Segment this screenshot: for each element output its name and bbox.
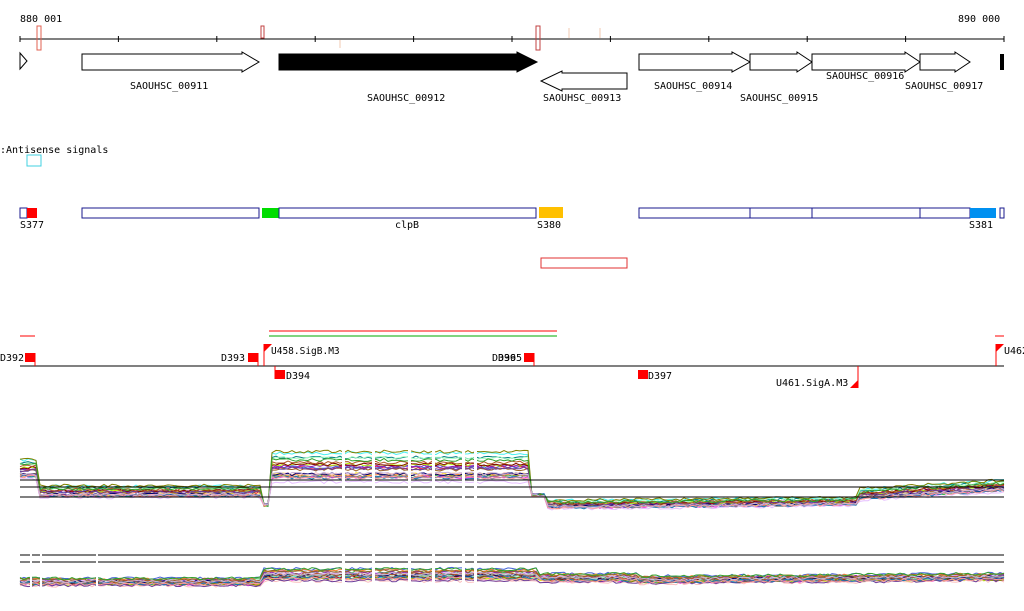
coord-start-label: 880 001 xyxy=(20,14,62,25)
promoter-marker-u462[interactable] xyxy=(996,344,1004,352)
promoter-marker-d394[interactable] xyxy=(275,370,285,379)
gene-arrow-saouhsc-00912[interactable] xyxy=(278,51,539,73)
expression-profile-line xyxy=(19,572,1005,584)
gene-arrow-partial-right[interactable] xyxy=(1000,54,1004,70)
segment-box[interactable] xyxy=(81,207,260,219)
gene-arrow-saouhsc-00913[interactable] xyxy=(539,70,628,92)
promoter-label-u461-siga-m3: U461.SigA.M3 xyxy=(776,378,848,389)
antisense-track-label: :Antisense signals xyxy=(0,145,108,156)
expression-gaps-upper xyxy=(342,440,477,520)
expression-profile-line xyxy=(19,457,1005,508)
antisense-region-box[interactable] xyxy=(540,257,628,269)
promoter-track: D392 D393 U458.SigB.M3 D394 D396 D395 D3… xyxy=(0,330,1024,389)
promoter-marker-d392[interactable] xyxy=(25,353,35,362)
promoter-label-d395: D395 xyxy=(498,353,522,364)
gene-label-saouhsc-00915: SAOUHSC_00915 xyxy=(740,93,818,104)
expression-profile-line xyxy=(20,474,1005,509)
axis-marker[interactable] xyxy=(535,25,541,51)
coordinate-axis: 880 001 890 000 xyxy=(19,14,1005,51)
promoter-label-d397: D397 xyxy=(648,371,672,382)
antisense-track: :Antisense signals xyxy=(0,145,108,167)
expression-profile-line xyxy=(19,576,1005,587)
segment-s381[interactable] xyxy=(970,208,996,218)
expression-lines-lower xyxy=(19,566,1005,588)
gene-arrow-saouhsc-00914[interactable] xyxy=(638,51,752,73)
segment-box[interactable] xyxy=(749,207,813,219)
segment-s377[interactable] xyxy=(27,208,37,218)
promoter-label-u458-sigb-m3: U458.SigB.M3 xyxy=(271,346,340,357)
expression-profile-line xyxy=(19,575,1005,586)
coord-end-label: 890 000 xyxy=(958,14,1000,25)
gene-label-saouhsc-00913: SAOUHSC_00913 xyxy=(543,93,621,104)
segment-label-s380: S380 xyxy=(537,220,561,231)
segment-box[interactable] xyxy=(811,207,921,219)
gene-arrow-saouhsc-00916[interactable] xyxy=(811,51,921,73)
segment-green-marker[interactable] xyxy=(262,208,279,218)
expression-profile-line xyxy=(19,571,1005,584)
promoter-label-d392: D392 xyxy=(0,353,24,364)
segment-label-s377: S377 xyxy=(20,220,44,231)
gene-track: SAOUHSC_00911 SAOUHSC_00912 SAOUHSC_0091… xyxy=(19,51,1004,104)
segment-label-s381: S381 xyxy=(969,220,993,231)
promoter-label-d394: D394 xyxy=(286,371,310,382)
expression-track-lower xyxy=(19,550,1005,598)
segment-track: S377 clpB S380 S381 xyxy=(19,207,1005,269)
expression-profile-line xyxy=(19,569,1005,582)
promoter-marker-u461[interactable] xyxy=(850,380,858,388)
expression-track-upper xyxy=(19,440,1005,520)
expression-gaps-lower xyxy=(30,550,477,598)
gene-arrow-saouhsc-00917[interactable] xyxy=(919,51,971,73)
gene-arrow-saouhsc-00915[interactable] xyxy=(749,51,813,73)
promoter-marker-d397[interactable] xyxy=(638,370,648,379)
gene-label-saouhsc-00916: SAOUHSC_00916 xyxy=(826,71,904,82)
gene-label-saouhsc-00914: SAOUHSC_00914 xyxy=(654,81,732,92)
axis-marker[interactable] xyxy=(36,25,42,51)
expression-lines-upper xyxy=(19,449,1005,511)
gene-arrow-saouhsc-00911[interactable] xyxy=(81,51,260,73)
gene-label-saouhsc-00912: SAOUHSC_00912 xyxy=(367,93,445,104)
antisense-signal-box[interactable] xyxy=(26,154,42,167)
segment-box[interactable] xyxy=(638,207,751,219)
gene-label-saouhsc-00917: SAOUHSC_00917 xyxy=(905,81,983,92)
segment-box[interactable] xyxy=(919,207,971,219)
expression-profile-line xyxy=(19,471,1005,508)
axis-marker[interactable] xyxy=(260,25,265,39)
promoter-marker-d396[interactable] xyxy=(524,353,534,362)
segment-box[interactable] xyxy=(999,207,1005,219)
segment-label-clpb: clpB xyxy=(395,220,419,231)
promoter-label-u462: U462 xyxy=(1004,346,1024,357)
segment-s380[interactable] xyxy=(539,207,563,218)
gene-label-saouhsc-00911: SAOUHSC_00911 xyxy=(130,81,208,92)
promoter-marker-u458[interactable] xyxy=(264,344,272,352)
segment-box[interactable] xyxy=(19,207,28,219)
promoter-label-d393: D393 xyxy=(221,353,245,364)
promoter-marker-d393[interactable] xyxy=(248,353,258,362)
promoter-label-d396: D396 xyxy=(492,353,516,364)
axis-ticks xyxy=(19,36,1005,42)
gene-arrow-partial-left[interactable] xyxy=(19,51,28,71)
segment-clpb[interactable] xyxy=(278,207,537,219)
